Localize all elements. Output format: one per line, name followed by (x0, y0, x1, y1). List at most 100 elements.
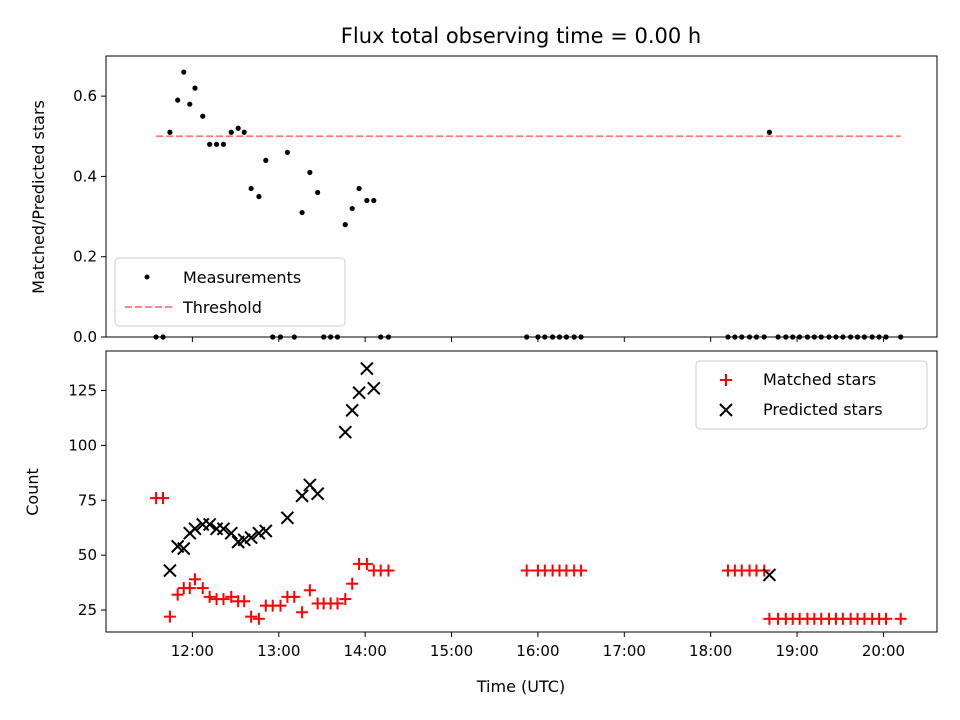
legend-matched-label: Matched stars (763, 370, 876, 389)
top-y-ticks: 0.0 0.2 0.4 0.6 (73, 87, 106, 346)
matched-star-point (217, 593, 230, 606)
matched-star-point (303, 584, 316, 597)
matched-star-point (894, 612, 907, 625)
y-tick-label: 25 (78, 601, 97, 619)
top-title: Flux total observing time = 0.00 h (341, 24, 701, 48)
predicted-star-point (188, 522, 202, 536)
matched-star-point (360, 557, 373, 570)
bottom-plot-marks (150, 361, 907, 625)
x-tick-label: 13:00 (257, 642, 300, 660)
matched-star-point (520, 564, 533, 577)
predicted-star-point (259, 524, 273, 538)
predicted-star-point (338, 425, 352, 439)
bottom-x-axis-label: Time (UTC) (476, 677, 565, 696)
measurement-point (307, 169, 313, 176)
y-tick-label: 50 (78, 546, 97, 564)
y-tick-label: 0.2 (73, 248, 97, 266)
top-y-axis-label: Matched/Predicted stars (29, 100, 48, 294)
predicted-star-point (224, 526, 238, 540)
predicted-star-point (244, 530, 258, 545)
matched-star-point (274, 599, 287, 612)
x-tick-label: 20:00 (862, 642, 905, 660)
y-tick-label: 0.6 (73, 87, 97, 105)
measurement-point (228, 129, 234, 135)
matched-star-point (382, 564, 395, 577)
measurement-point (349, 205, 355, 212)
measurement-point (167, 129, 173, 135)
matched-star-point (203, 590, 216, 603)
predicted-star-point (345, 403, 359, 417)
matched-star-point (188, 573, 201, 586)
x-tick-label: 19:00 (775, 642, 818, 660)
predicted-star-point (295, 489, 309, 503)
matched-star-point (575, 564, 588, 577)
predicted-star-point (163, 563, 177, 578)
matched-star-point (331, 597, 344, 610)
measurement-point (181, 69, 187, 75)
measurement-point (241, 129, 247, 135)
matched-star-point (339, 593, 352, 606)
x-tick-label: 15:00 (430, 642, 473, 660)
x-tick-label: 18:00 (689, 642, 732, 660)
measurement-point (342, 222, 348, 228)
measurement-point (766, 129, 773, 135)
y-tick-label: 0.0 (73, 328, 97, 346)
legend-threshold-label: Threshold (182, 298, 262, 317)
matched-star-point (288, 590, 301, 603)
measurement-point (187, 101, 193, 107)
matched-star-point (196, 582, 209, 595)
bottom-legend: Matched stars Predicted stars (695, 360, 928, 430)
predicted-star-point (216, 522, 231, 536)
top-legend-box (114, 257, 346, 327)
matched-star-point (157, 492, 170, 505)
matched-star-point (238, 595, 251, 608)
measurement-point (200, 113, 206, 119)
y-tick-label: 0.4 (73, 167, 97, 185)
y-tick-label: 100 (68, 436, 97, 454)
matched-star-point (171, 588, 184, 601)
bottom-y-axis-label: Count (23, 468, 42, 516)
bottom-panel: Count Time (UTC) 25 50 75 100 125 12:00 13:00… (23, 350, 938, 696)
measurement-point (371, 197, 377, 204)
top-panel: Flux total observing time = 0.00 h Match… (29, 24, 938, 346)
predicted-star-point (352, 386, 366, 400)
legend-measurements-marker (144, 274, 150, 280)
bottom-axes-frame (105, 350, 938, 633)
measurement-point (192, 85, 198, 91)
bottom-legend-box (695, 360, 928, 430)
measurement-point (235, 125, 241, 131)
predicted-star-point (280, 511, 295, 525)
predicted-star-point (360, 361, 374, 376)
predicted-star-point (310, 486, 325, 501)
legend-measurements-label: Measurements (183, 268, 301, 287)
legend-predicted-marker (719, 403, 733, 417)
predicted-star-point (202, 517, 217, 532)
matched-star-point (296, 606, 309, 619)
bottom-y-ticks: 25 50 75 100 125 (68, 382, 106, 619)
matched-star-point (252, 612, 265, 625)
measurement-point (213, 141, 220, 147)
matched-star-point (880, 612, 893, 625)
measurement-point (364, 197, 370, 204)
measurement-point (299, 209, 305, 216)
matched-star-point (183, 582, 196, 595)
x-tick-label: 12:00 (171, 642, 214, 660)
matched-star-point (163, 610, 176, 623)
predicted-star-point (177, 541, 191, 556)
predicted-star-point (762, 568, 777, 582)
y-tick-label: 75 (78, 491, 97, 509)
legend-predicted-label: Predicted stars (763, 400, 883, 419)
measurement-point (315, 189, 321, 196)
measurement-point (175, 97, 181, 103)
x-tick-label: 17:00 (603, 642, 646, 660)
measurement-point (207, 141, 213, 147)
measurement-point (220, 141, 227, 147)
x-tick-label: 16:00 (516, 642, 559, 660)
matched-star-point (346, 577, 359, 590)
measurement-point (248, 185, 254, 192)
measurement-point (356, 185, 362, 192)
matched-star-point (225, 590, 238, 603)
predicted-star-point (367, 381, 381, 396)
top-axes-frame (105, 55, 938, 338)
